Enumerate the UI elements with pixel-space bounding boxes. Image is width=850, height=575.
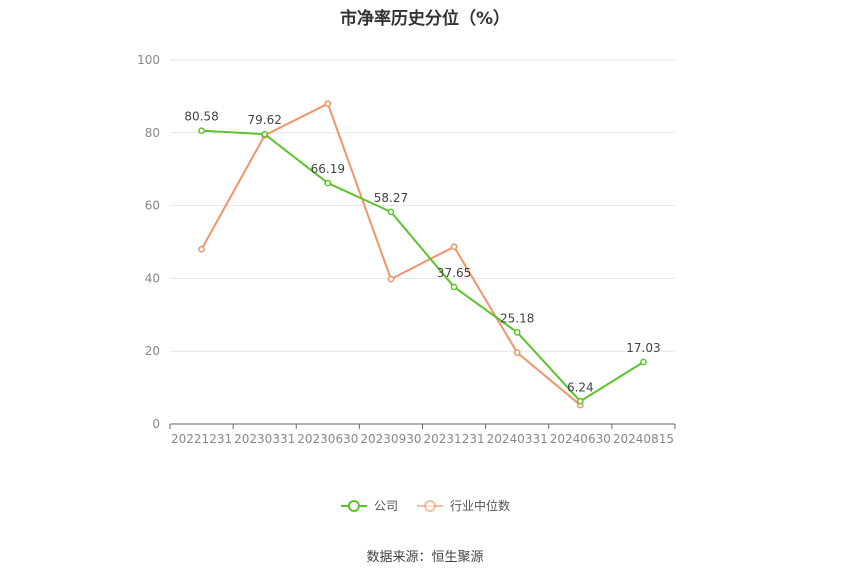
series-line-1	[200, 102, 581, 406]
data-label: 66.19	[311, 162, 345, 176]
y-tick-label: 40	[145, 271, 160, 285]
data-point	[513, 328, 521, 336]
y-tick-label: 0	[152, 417, 160, 431]
data-label: 80.58	[184, 110, 218, 124]
series-line-0	[201, 129, 644, 403]
data-point	[450, 283, 458, 291]
data-source: 数据来源：恒生聚源	[366, 550, 484, 565]
legend-label: 公司	[373, 499, 398, 513]
data-point	[387, 275, 395, 283]
x-tick-label: 20240630	[550, 432, 611, 446]
y-tick-label: 60	[145, 199, 160, 213]
data-point	[261, 130, 269, 138]
x-tick-label: 20230630	[297, 432, 358, 446]
data-point	[198, 127, 205, 135]
data-point	[387, 208, 395, 216]
data-label: 17.03	[626, 341, 660, 355]
legend-swatch	[340, 499, 367, 512]
data-point	[324, 100, 332, 108]
x-tick-label: 20231231	[424, 432, 485, 446]
data-point	[576, 397, 584, 405]
data-label: 37.65	[437, 266, 471, 280]
data-label: 79.62	[248, 113, 282, 127]
x-tick-label: 20221231	[171, 432, 232, 446]
x-tick-label: 20230930	[360, 432, 421, 446]
legend-label: 行业中位数	[450, 499, 511, 513]
legend-item[interactable]: 行业中位数	[416, 497, 510, 514]
x-tick-label: 20230331	[234, 432, 295, 446]
y-tick-label: 100	[137, 53, 160, 67]
data-label: 58.27	[374, 191, 408, 205]
data-label: 25.18	[500, 311, 534, 325]
legend: 公司 行业中位数	[0, 497, 850, 514]
data-point	[640, 358, 647, 366]
x-tick-label: 20240331	[487, 432, 548, 446]
data-point	[513, 349, 521, 357]
y-tick-label: 80	[145, 126, 160, 140]
chart-title: 市净率历史分位（%）	[339, 9, 511, 29]
x-tick-label: 20240815	[613, 432, 674, 446]
legend-swatch	[417, 499, 443, 512]
data-point	[324, 179, 332, 187]
y-tick-label: 20	[145, 344, 160, 358]
legend-swatch-marker	[424, 499, 436, 512]
data-label: 6.24	[567, 380, 594, 394]
data-point	[198, 245, 205, 253]
legend-item[interactable]: 公司	[340, 497, 398, 514]
data-point	[450, 243, 458, 251]
legend-swatch-marker	[347, 499, 360, 512]
